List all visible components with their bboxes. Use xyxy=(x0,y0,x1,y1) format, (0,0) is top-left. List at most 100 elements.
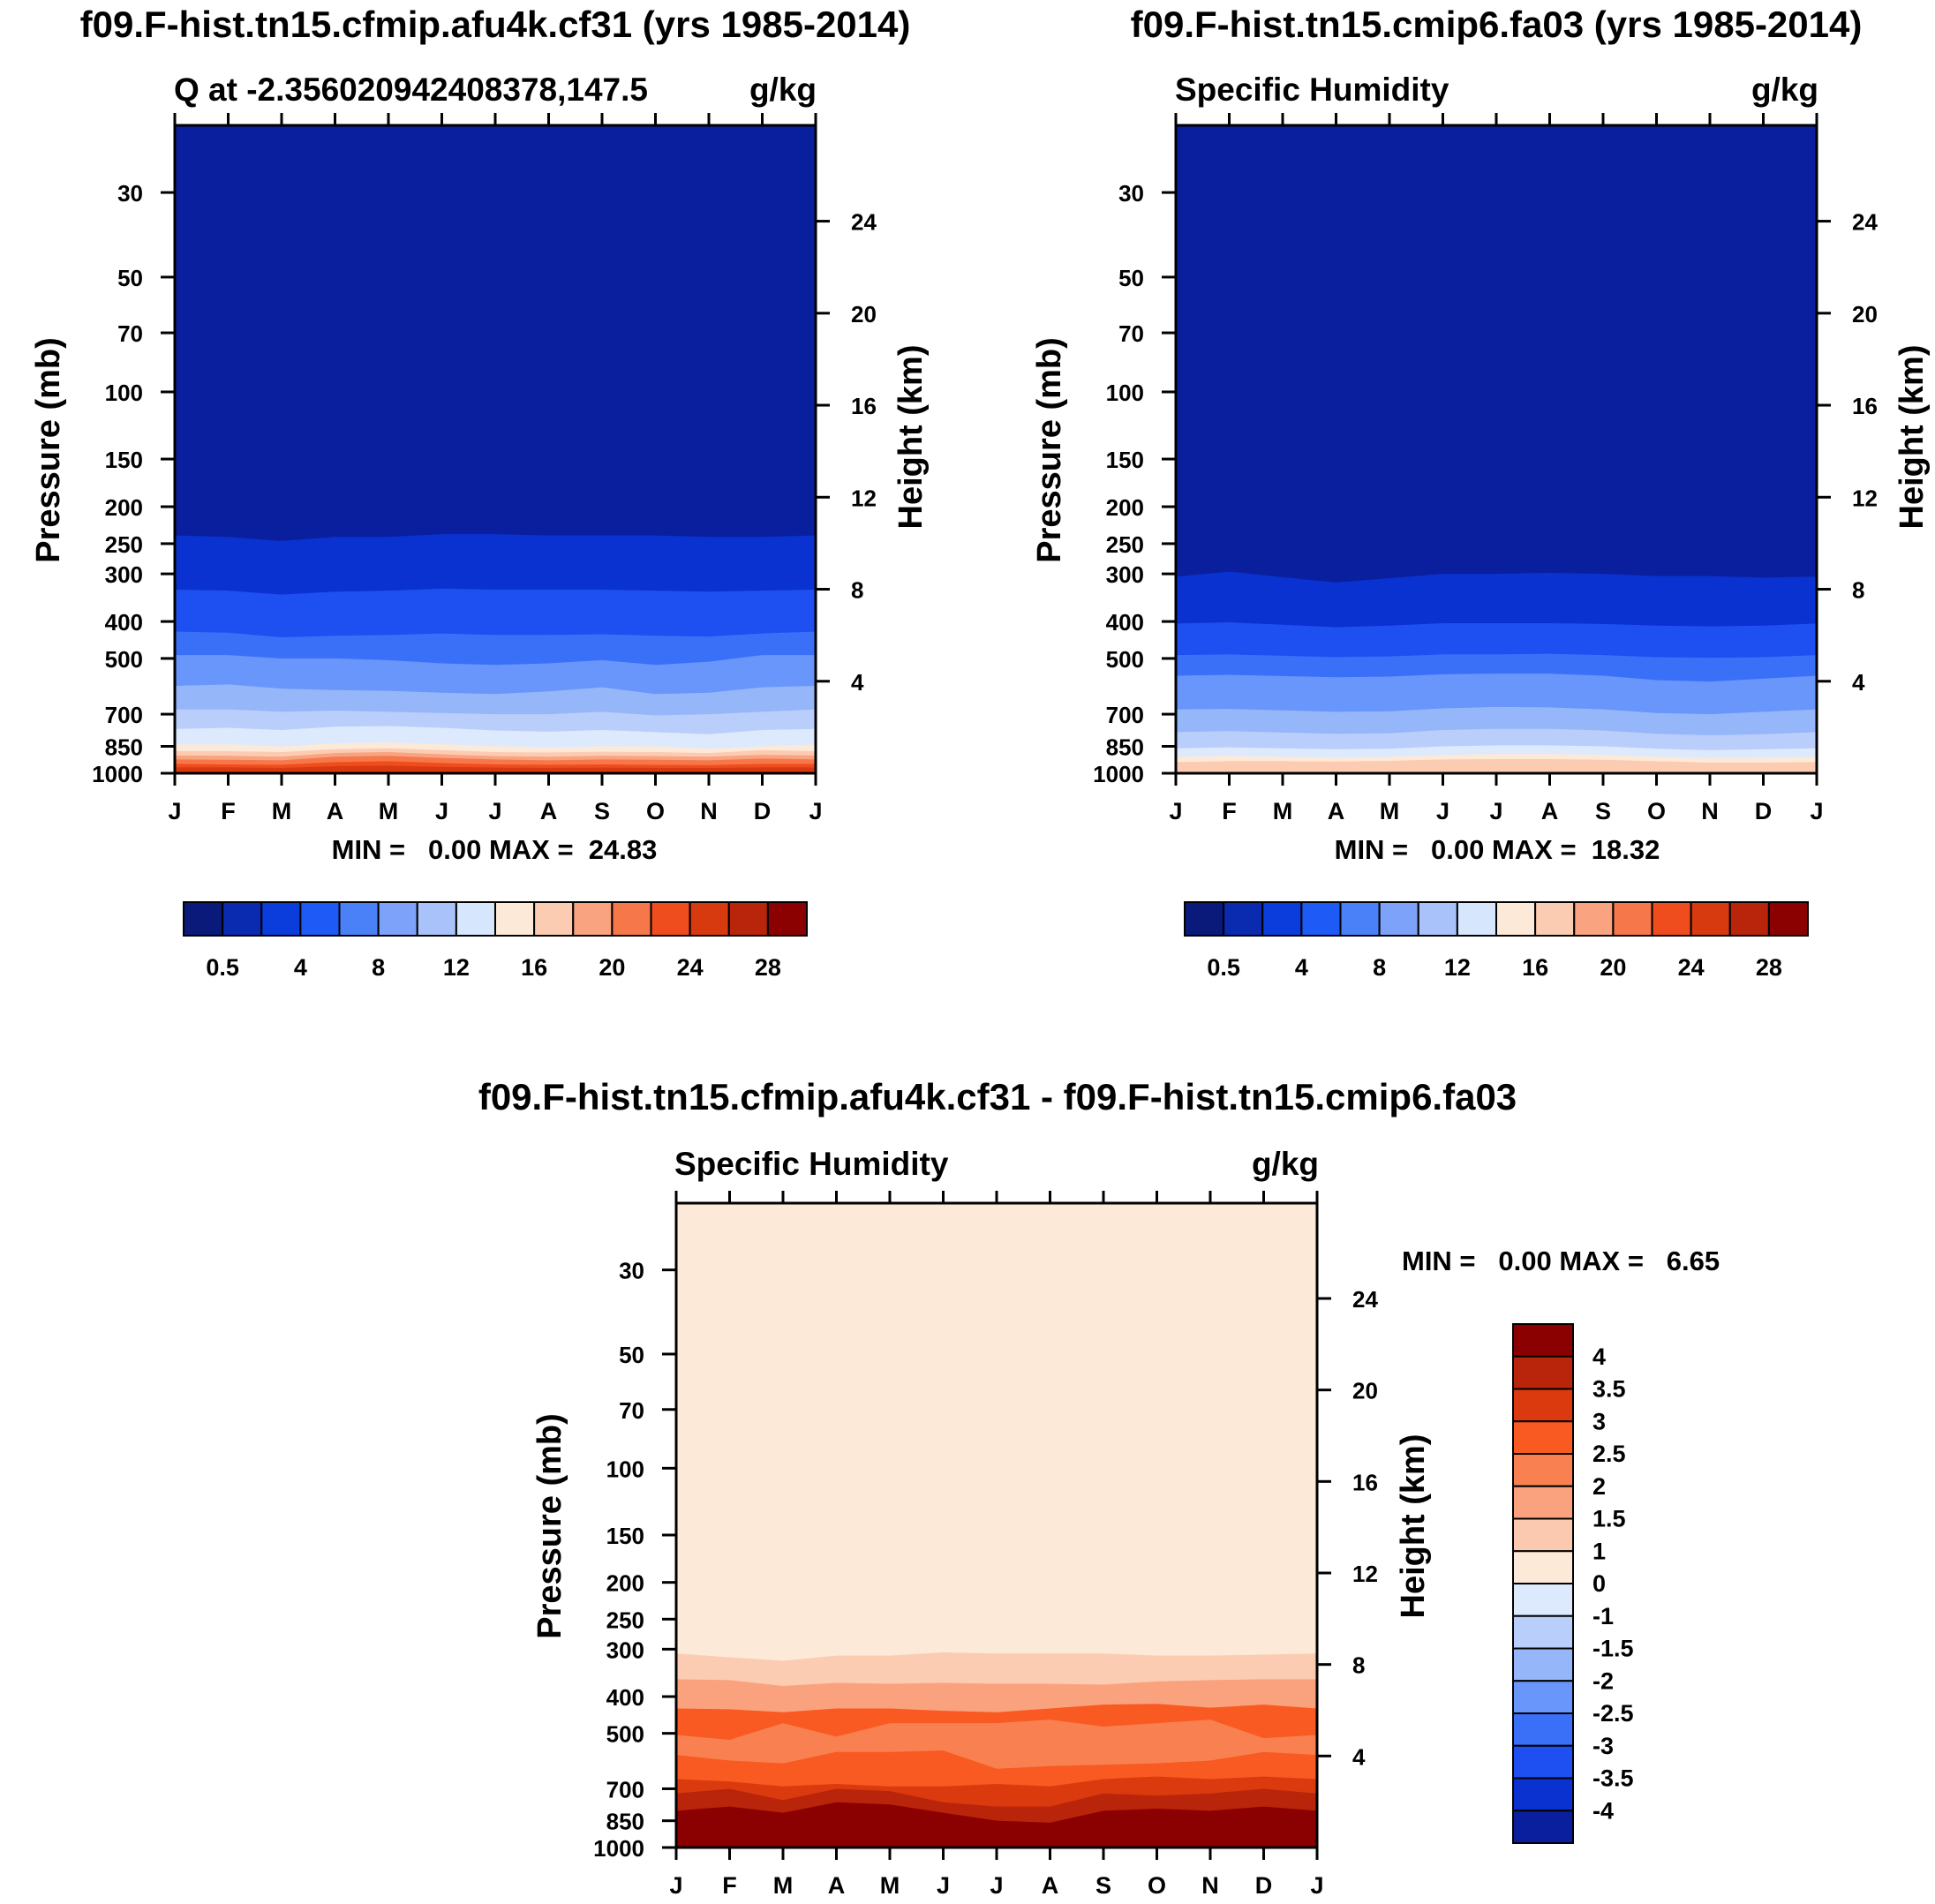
height-tick-label: 12 xyxy=(1352,1561,1378,1587)
month-tick-label: D xyxy=(1255,1872,1273,1899)
panel-difference: f09.F-hist.tn15.cfmip.afu4k.cf31 - f09.F… xyxy=(478,1076,1720,1899)
height-tick-label: 12 xyxy=(851,485,877,511)
colorbar-box xyxy=(1512,1323,1574,1358)
contour-plot: J F M A M J J A S O N D J 30 50 70 100 150 200 250 300 400 500… xyxy=(1093,113,1878,824)
pressure-tick-label: 50 xyxy=(619,1342,644,1368)
colorbar-box xyxy=(494,901,536,937)
panel-subtitle-right: g/kg xyxy=(749,71,817,108)
month-tick-label: J xyxy=(488,798,501,824)
colorbar-box xyxy=(260,901,302,937)
month-tick-label: O xyxy=(646,798,665,824)
pressure-tick-label: 150 xyxy=(606,1523,644,1549)
colorbar-box xyxy=(1512,1485,1574,1520)
month-tick-label: M xyxy=(880,1872,900,1899)
colorbar-box xyxy=(572,901,614,937)
contour-plot: J F M A M J J A S O N D J 30 50 70 100 150 200 250 300 400 500… xyxy=(593,1191,1378,1899)
colorbar-box xyxy=(1417,901,1458,937)
month-tick-label: M xyxy=(773,1872,794,1899)
pressure-tick-label: 1000 xyxy=(593,1835,644,1862)
month-tick-label: J xyxy=(1489,798,1502,824)
colorbar-label: 0.5 xyxy=(206,954,239,981)
height-tick-label: 12 xyxy=(1852,485,1878,511)
colorbar-box xyxy=(1534,901,1576,937)
colorbar-box xyxy=(1378,901,1419,937)
colorbar-label: 20 xyxy=(599,954,625,981)
colorbar-label: -1.5 xyxy=(1592,1636,1634,1662)
height-tick-label: 24 xyxy=(851,209,877,236)
colorbar-label: 12 xyxy=(1444,954,1471,981)
panel-subtitle-left: Specific Humidity xyxy=(674,1146,949,1182)
height-tick-label: 4 xyxy=(851,669,864,696)
colorbar-box xyxy=(1512,1680,1574,1714)
contour-band xyxy=(1176,758,1817,773)
pressure-tick-label: 30 xyxy=(619,1258,644,1284)
colorbar: 0.5 4 8 12 16 20 24 28 xyxy=(1184,901,1809,981)
colorbar-label: 8 xyxy=(372,954,385,981)
pressure-tick-label: 150 xyxy=(1106,447,1144,473)
pressure-tick-label: 100 xyxy=(606,1456,644,1482)
colorbar-box xyxy=(1184,901,1225,937)
month-tick-label: J xyxy=(937,1872,950,1899)
month-tick-label: A xyxy=(1042,1872,1059,1899)
colorbar-box xyxy=(1512,1550,1574,1584)
colorbar-label: 4 xyxy=(1592,1343,1606,1370)
colorbar-box xyxy=(1495,901,1537,937)
month-tick-label: N xyxy=(1701,798,1719,824)
panel-cfmip-afu4k: f09.F-hist.tn15.cfmip.afu4k.cf31 (yrs 19… xyxy=(30,4,930,981)
month-tick-label: F xyxy=(1222,798,1237,824)
height-tick-label: 8 xyxy=(1352,1652,1365,1679)
month-tick-label: J xyxy=(669,1872,682,1899)
panel-subtitle-right: g/kg xyxy=(1252,1146,1319,1182)
pressure-tick-label: 70 xyxy=(1118,320,1144,347)
pressure-tick-label: 150 xyxy=(105,447,143,473)
height-tick-label: 20 xyxy=(1352,1378,1378,1404)
colorbar-box xyxy=(1728,901,1770,937)
colorbar-box xyxy=(1223,901,1264,937)
colorbar-label: 16 xyxy=(521,954,547,981)
panel-subtitle-left: Q at -2.356020942408378,147.5 xyxy=(174,71,648,108)
height-tick-label: 16 xyxy=(1852,393,1878,419)
month-tick-label: M xyxy=(1273,798,1293,824)
colorbar-label: -2 xyxy=(1592,1667,1614,1694)
colorbar-label: 4 xyxy=(1295,954,1308,981)
pressure-tick-label: 50 xyxy=(1118,265,1144,291)
colorbar-box xyxy=(1339,901,1381,937)
pressure-tick-label: 400 xyxy=(606,1684,644,1711)
colorbar-label: 8 xyxy=(1373,954,1386,981)
colorbar-box xyxy=(766,901,808,937)
colorbar-box xyxy=(1512,1420,1574,1455)
pressure-tick-label: 200 xyxy=(606,1570,644,1597)
min-max-stats: MIN = 0.00 MAX = 18.32 xyxy=(1335,834,1660,865)
y-axis-label-right: Height (km) xyxy=(1894,345,1931,530)
month-tick-label: D xyxy=(1755,798,1773,824)
colorbar-label: 28 xyxy=(1756,954,1782,981)
colorbar-label: -3.5 xyxy=(1592,1765,1634,1792)
colorbar-box xyxy=(1512,1355,1574,1390)
pressure-tick-label: 400 xyxy=(1106,609,1144,636)
height-tick-label: 20 xyxy=(851,301,877,327)
colorbar-label: 4 xyxy=(294,954,307,981)
height-tick-label: 16 xyxy=(851,393,877,419)
height-tick-label: 4 xyxy=(1352,1743,1366,1770)
colorbar-box xyxy=(1512,1712,1574,1747)
colorbar-label: 2.5 xyxy=(1592,1441,1626,1467)
y-axis-label-right: Height (km) xyxy=(1395,1434,1432,1619)
colorbar-box xyxy=(1512,1744,1574,1780)
colorbar-box xyxy=(416,901,457,937)
pressure-tick-label: 850 xyxy=(105,734,143,761)
month-tick-label: J xyxy=(1810,798,1823,824)
colorbar-label: 2 xyxy=(1592,1473,1606,1500)
colorbar-box xyxy=(650,901,691,937)
colorbar-box xyxy=(299,901,341,937)
colorbar-label: -4 xyxy=(1592,1797,1614,1824)
pressure-tick-label: 70 xyxy=(117,320,143,347)
contour-band xyxy=(175,765,816,773)
colorbar-label: 3 xyxy=(1592,1408,1606,1434)
height-tick-label: 4 xyxy=(1852,669,1865,696)
colorbar-label: 3.5 xyxy=(1592,1376,1626,1403)
pressure-tick-label: 1000 xyxy=(92,761,143,787)
panel-cmip6-fa03: f09.F-hist.tn15.cmip6.fa03 (yrs 1985-201… xyxy=(1031,4,1931,981)
min-max-stats: MIN = 0.00 MAX = 6.65 xyxy=(1402,1246,1720,1276)
colorbar-box xyxy=(338,901,380,937)
